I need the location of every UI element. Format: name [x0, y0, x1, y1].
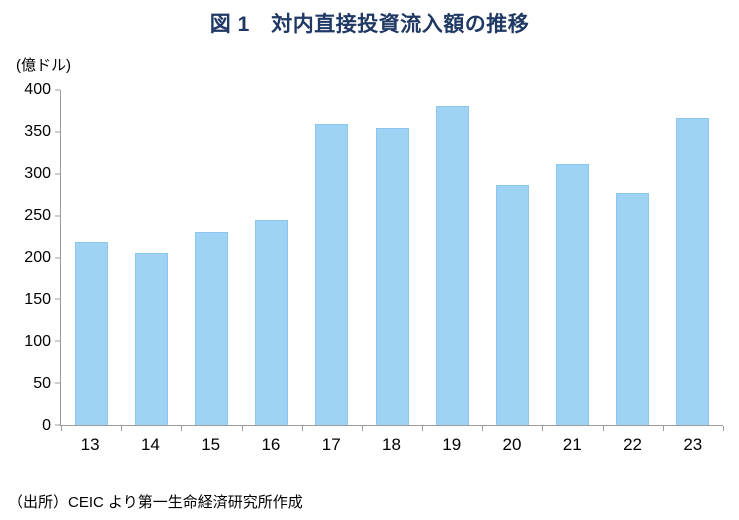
chart-title: 図 1 対内直接投資流入額の推移	[209, 13, 530, 36]
x-axis-spacer	[14, 426, 60, 455]
bar-23	[676, 118, 710, 425]
x-tick-mark	[723, 426, 724, 431]
y-tick-mark	[55, 382, 60, 384]
x-tick-mark	[542, 426, 544, 431]
bar-slot	[543, 90, 603, 425]
bar-20	[495, 185, 529, 425]
x-tick-label: 15	[201, 435, 221, 454]
y-tick-mark	[55, 215, 60, 217]
bar-slot	[242, 90, 302, 425]
plot-area	[55, 89, 724, 431]
y-tick-mark	[55, 131, 60, 133]
y-tick-label: 100	[24, 333, 51, 350]
bar-19	[435, 105, 469, 425]
y-axis-unit-label: (億ドル)	[16, 57, 71, 74]
x-tick-mark	[241, 426, 243, 431]
x-axis-labels: 13 14 15 16 17 18 19 20 21 22 23	[60, 426, 723, 455]
x-tick-mark	[602, 426, 604, 431]
y-axis: 0 50 100 150 200 250 300 350 400	[14, 82, 60, 434]
y-tick-mark	[55, 257, 60, 258]
bar-slot	[663, 90, 723, 425]
bar-13	[74, 242, 108, 425]
bar-14	[134, 253, 168, 425]
x-tick-label: 21	[562, 435, 582, 454]
x-tick-label: 16	[261, 435, 281, 454]
bar-16	[255, 219, 289, 425]
y-tick-label: 350	[24, 123, 51, 140]
x-tick-mark	[121, 426, 123, 431]
bar-slot	[362, 90, 422, 425]
y-tick-label: 300	[24, 165, 51, 182]
y-tick-label: 50	[33, 375, 51, 392]
x-tick-label: 14	[140, 435, 160, 454]
bar-21	[556, 163, 590, 425]
y-tick-label: 0	[42, 417, 51, 434]
x-tick-label: 22	[623, 435, 642, 454]
x-tick-mark	[181, 426, 183, 431]
y-tick-mark	[55, 89, 60, 91]
x-tick-label: 23	[683, 435, 703, 454]
x-tick-label: 19	[442, 435, 462, 454]
y-tick-label: 400	[24, 81, 51, 98]
bar-slot	[422, 90, 482, 425]
x-tick-mark	[422, 426, 424, 431]
x-tick-label: 17	[321, 435, 341, 454]
y-tick-label: 250	[24, 207, 51, 224]
x-tick-mark	[662, 426, 664, 431]
y-tick-mark	[55, 424, 60, 426]
bar-17	[315, 123, 349, 425]
bar-slot	[121, 90, 181, 425]
x-tick-mark	[301, 426, 303, 431]
y-tick-label: 150	[24, 291, 51, 308]
bars	[61, 90, 723, 425]
x-tick-label: 13	[80, 435, 100, 454]
bar-slot	[603, 90, 663, 425]
y-tick-label: 200	[24, 249, 51, 266]
y-tick-mark	[55, 340, 60, 342]
x-tick-mark	[361, 426, 363, 431]
x-tick-mark	[482, 426, 484, 431]
x-tick-label: 18	[382, 435, 401, 454]
y-tick-mark	[55, 173, 60, 175]
bar-22	[616, 193, 650, 425]
bar-slot	[61, 90, 121, 425]
bar-slot	[482, 90, 542, 425]
x-tick-label: 20	[502, 435, 522, 454]
bar-18	[375, 127, 409, 425]
source-note: （出所）CEIC より第一生命経済研究所作成	[8, 494, 303, 511]
bar-chart: 0 50 100 150 200 250 300 350 400 13 14 15 16 17 18 19 2…	[14, 82, 724, 455]
x-tick-mark	[61, 426, 62, 431]
bar-15	[194, 232, 228, 425]
bar-slot	[181, 90, 241, 425]
bar-slot	[302, 90, 362, 425]
y-tick-mark	[55, 298, 60, 300]
